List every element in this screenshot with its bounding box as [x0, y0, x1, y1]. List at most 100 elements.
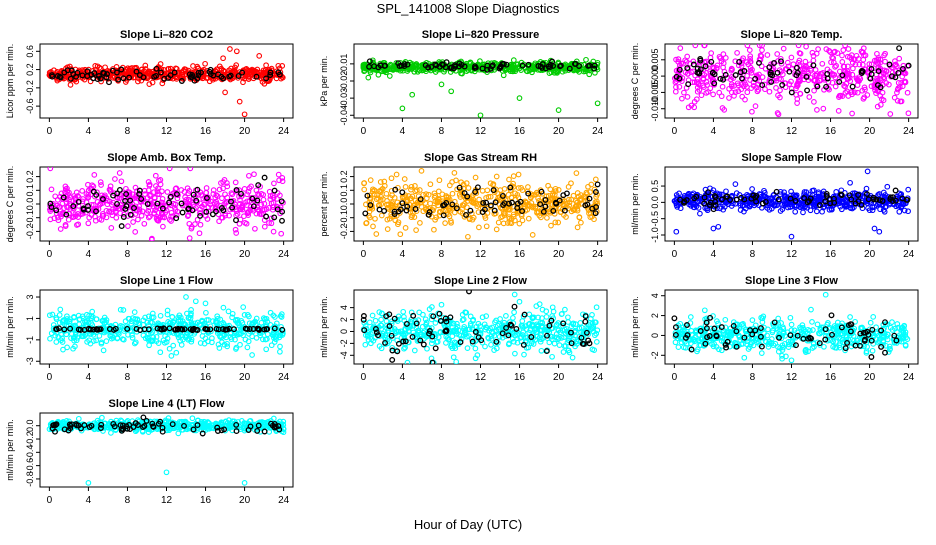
data-point	[820, 62, 825, 67]
x-tick-label: 16	[200, 249, 212, 260]
data-point	[109, 226, 114, 231]
data-point	[90, 309, 95, 314]
data-point	[57, 313, 62, 318]
x-tick-label: 12	[475, 249, 487, 260]
data-point	[363, 342, 368, 347]
data-point	[117, 171, 122, 176]
data-point	[65, 345, 70, 350]
data-point	[130, 336, 135, 341]
data-point	[511, 316, 516, 321]
data-point	[478, 113, 483, 118]
data-point	[280, 219, 285, 224]
data-point	[906, 187, 911, 192]
data-point	[872, 226, 877, 231]
data-point	[812, 100, 817, 105]
data-point	[501, 73, 506, 78]
data-point	[485, 188, 490, 193]
data-point	[450, 191, 455, 196]
plot-area	[672, 169, 910, 239]
data-point	[395, 349, 400, 354]
data-point	[865, 169, 870, 174]
x-tick-label: 0	[672, 249, 678, 260]
data-point	[403, 345, 408, 350]
data-point	[385, 227, 390, 232]
y-tick-label: 0.2	[339, 170, 349, 183]
data-point	[717, 55, 722, 60]
data-point	[674, 229, 679, 234]
x-tick-label: 0	[672, 372, 678, 383]
data-point	[496, 220, 501, 225]
data-point	[221, 56, 226, 61]
data-point	[888, 112, 893, 117]
x-tick-label: 12	[161, 126, 173, 137]
data-point	[380, 213, 385, 218]
data-point	[80, 189, 85, 194]
data-point	[750, 109, 755, 114]
data-point	[376, 73, 381, 78]
data-point	[877, 229, 882, 234]
chart-title: Slope Li–820 Pressure	[422, 29, 539, 41]
x-tick-label: 24	[592, 126, 604, 137]
data-point	[54, 340, 59, 345]
data-point	[698, 211, 703, 216]
data-point	[883, 59, 888, 64]
data-point	[410, 92, 415, 97]
data-point	[793, 210, 798, 215]
data-point	[807, 95, 812, 100]
plot-area	[361, 58, 600, 118]
data-point	[389, 176, 394, 181]
data-point	[280, 176, 285, 181]
x-tick-label: 0	[47, 126, 53, 137]
data-point	[579, 220, 584, 225]
data-point	[263, 224, 268, 229]
data-point	[443, 221, 448, 226]
data-point	[552, 341, 557, 346]
data-point	[269, 343, 274, 348]
y-axis-label: ml/min per min.	[630, 173, 640, 235]
data-point	[815, 108, 820, 113]
data-point	[370, 313, 375, 318]
y-axis-label: ml/min per min.	[5, 296, 15, 358]
data-point	[880, 90, 885, 95]
data-point	[584, 58, 589, 63]
plot-area	[361, 289, 599, 365]
x-tick-label: 8	[750, 249, 756, 260]
data-point	[223, 192, 228, 197]
data-point	[520, 319, 525, 324]
x-tick-label: 20	[864, 126, 876, 137]
y-axis-label: ml/min per min.	[319, 296, 329, 358]
data-point	[767, 89, 772, 94]
data-point	[454, 360, 459, 365]
y-tick-label: 0.0	[25, 198, 35, 211]
y-tick-label: 0.1	[339, 184, 349, 197]
data-point	[203, 62, 208, 67]
data-point	[527, 216, 532, 221]
data-point	[685, 54, 690, 59]
data-point	[821, 106, 826, 111]
data-point	[414, 228, 419, 233]
data-point	[161, 224, 166, 229]
data-point	[194, 299, 199, 304]
data-point	[811, 58, 816, 63]
data-point	[433, 346, 438, 351]
data-point	[400, 106, 405, 111]
data-point	[840, 60, 845, 65]
y-tick-label: -0.1	[339, 210, 349, 226]
data-point	[563, 307, 568, 312]
data-point	[388, 74, 393, 79]
x-tick-label: 8	[439, 126, 445, 137]
data-point	[268, 310, 273, 315]
y-tick-label: 0.1	[25, 184, 35, 197]
data-point	[711, 226, 716, 231]
data-point	[58, 307, 63, 312]
data-point	[92, 173, 97, 178]
data-point	[134, 340, 139, 345]
data-point	[743, 97, 748, 102]
